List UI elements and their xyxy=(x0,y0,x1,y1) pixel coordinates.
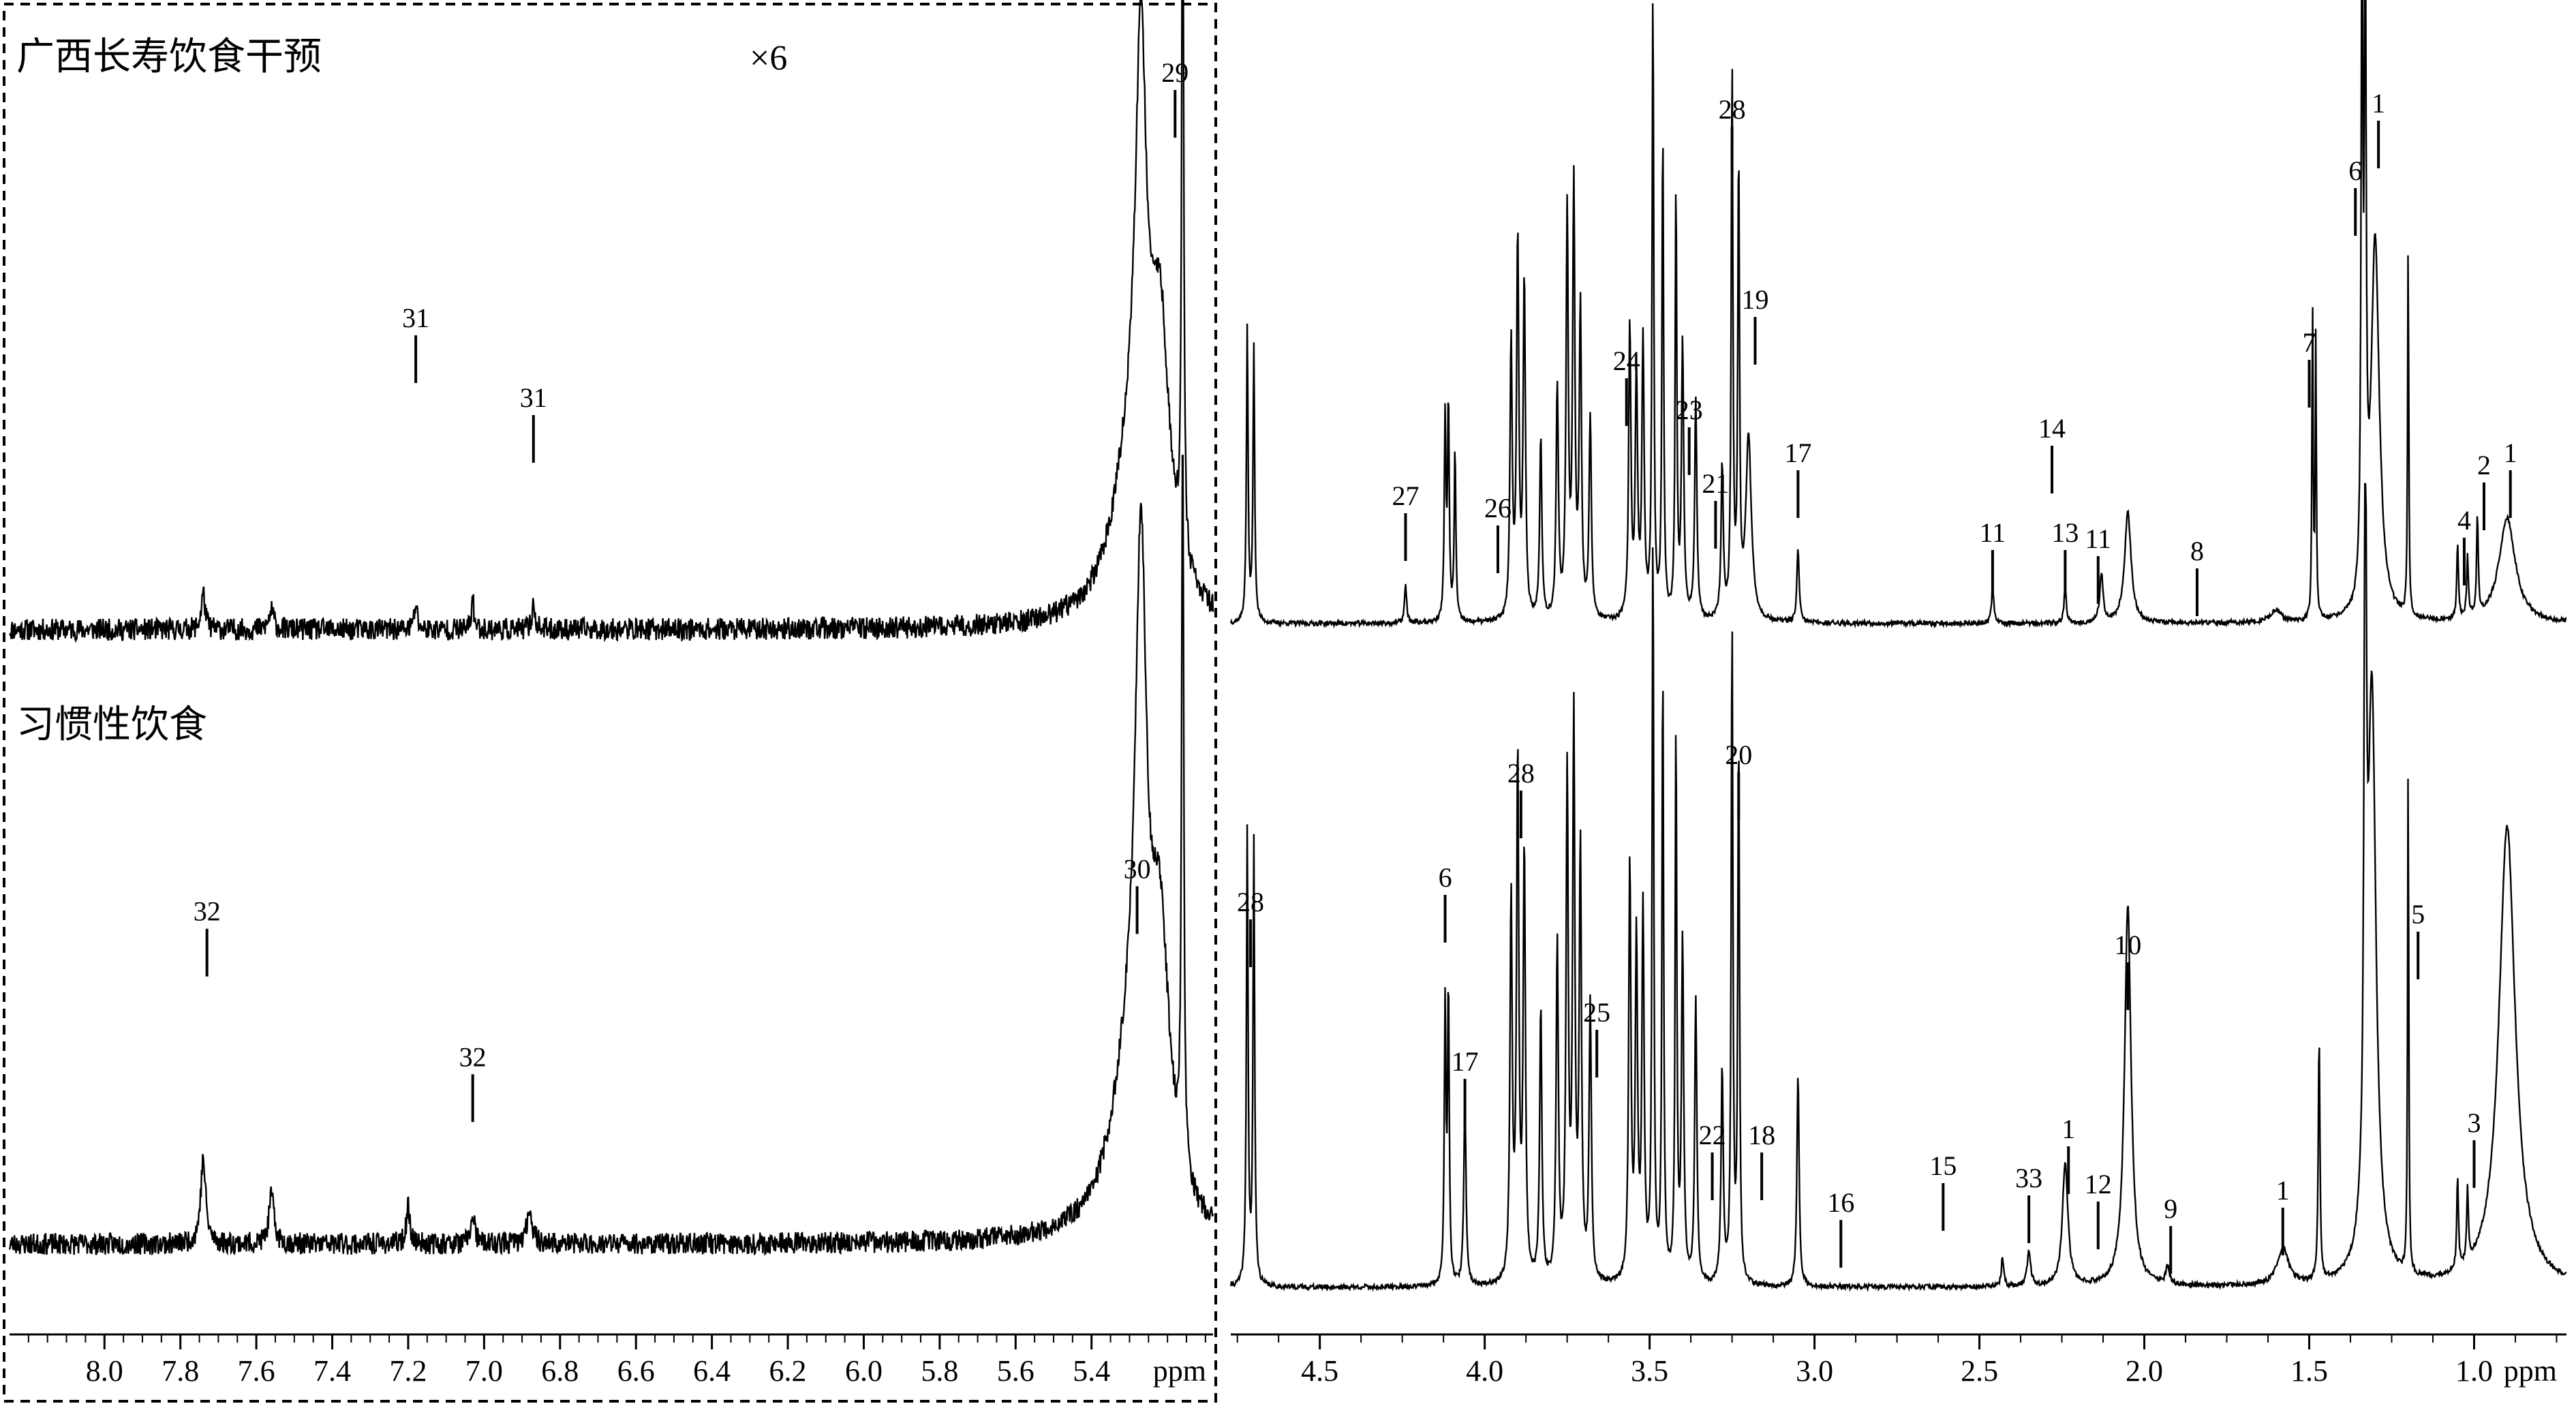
peak-label: 12 xyxy=(2085,1169,2112,1199)
peak-label: 27 xyxy=(1392,480,1419,511)
peak-label: 8 xyxy=(2190,536,2204,566)
peak-label: 23 xyxy=(1676,395,1703,425)
peak-label: 10 xyxy=(2114,930,2141,960)
peak-label: 32 xyxy=(194,896,221,927)
peak-label: 3 xyxy=(2467,1107,2481,1138)
x-tick-label: 5.8 xyxy=(921,1354,958,1388)
dashed-region-box xyxy=(3,3,1217,1403)
x-tick-label: 1.5 xyxy=(2290,1354,2328,1388)
peak-label: 29 xyxy=(1161,57,1189,88)
x-axis-unit-label: ppm xyxy=(1153,1354,1206,1388)
peak-label: 31 xyxy=(402,303,429,333)
spectrum-trace xyxy=(1229,483,2567,1292)
peak-label: 28 xyxy=(1237,887,1264,917)
peak-label: 16 xyxy=(1827,1187,1854,1218)
peak-label: 11 xyxy=(1980,517,2006,548)
x-tick-label: 7.4 xyxy=(313,1354,351,1388)
peak-label: 9 xyxy=(2164,1193,2177,1224)
spectrum-trace xyxy=(8,455,1214,1256)
peak-label: 1 xyxy=(2372,88,2385,119)
x-tick-label: 2.5 xyxy=(1961,1354,1998,1388)
x-tick-label: 5.6 xyxy=(997,1354,1034,1388)
x-tick-label: 5.4 xyxy=(1073,1354,1110,1388)
x-tick-label: 8.0 xyxy=(86,1354,123,1388)
spectrum-trace xyxy=(9,0,1214,643)
x-tick-label: 4.5 xyxy=(1301,1354,1338,1388)
x-tick-label: 6.8 xyxy=(541,1354,579,1388)
peak-label: 22 xyxy=(1699,1120,1726,1150)
spectrum-trace xyxy=(1229,0,2567,629)
x-tick-label: 7.0 xyxy=(465,1354,503,1388)
x-tick-label: 6.4 xyxy=(693,1354,731,1388)
peak-label: 1 xyxy=(2276,1175,2290,1206)
peak-label: 6 xyxy=(2348,155,2362,186)
x-tick-label: 4.0 xyxy=(1466,1354,1503,1388)
x-tick-label: 1.0 xyxy=(2455,1354,2493,1388)
peak-label: 25 xyxy=(1583,997,1610,1028)
peak-label: 28 xyxy=(1719,94,1746,125)
x-tick-label: 6.2 xyxy=(769,1354,807,1388)
peak-label: 4 xyxy=(2457,505,2471,536)
peak-label: 19 xyxy=(1741,284,1768,315)
left-spectrum-panel: 31 31 29 32 32 30 8.0 7.8 7.6 7.4 7.2 7.0 6.8 6.6 6.4 6… xyxy=(3,0,1217,1403)
x-axis-unit-label: ppm xyxy=(2504,1354,2557,1388)
peak-label: 33 xyxy=(2015,1163,2042,1193)
peak-label: 14 xyxy=(2038,413,2066,444)
peak-label: 20 xyxy=(1725,739,1752,770)
peak-label: 7 xyxy=(2303,327,2316,358)
peak-label: 1 xyxy=(2061,1114,2075,1144)
peak-label: 17 xyxy=(1784,438,1811,468)
peak-label: 5 xyxy=(2411,899,2425,930)
peak-label: 11 xyxy=(2085,523,2112,554)
peak-label: 15 xyxy=(1929,1150,1957,1181)
peak-label: 31 xyxy=(520,382,547,413)
x-tick-label: 7.2 xyxy=(389,1354,427,1388)
x-tick-label: 3.5 xyxy=(1631,1354,1668,1388)
scale-factor-label: ×6 xyxy=(750,39,787,78)
peak-label: 1 xyxy=(2504,438,2517,468)
x-tick-label: 2.0 xyxy=(2126,1354,2163,1388)
peak-label: 32 xyxy=(459,1041,487,1072)
peak-label: 24 xyxy=(1613,346,1640,376)
peak-label: 30 xyxy=(1124,853,1151,884)
peak-label: 28 xyxy=(1507,758,1535,789)
x-tick-label: 7.6 xyxy=(238,1354,275,1388)
peak-label: 18 xyxy=(1748,1120,1775,1150)
peak-label: 2 xyxy=(2477,450,2491,480)
peak-label: 6 xyxy=(1439,862,1452,893)
x-tick-label: 3.0 xyxy=(1796,1354,1833,1388)
x-tick-label: 7.8 xyxy=(162,1354,199,1388)
peak-label: 13 xyxy=(2051,517,2079,548)
x-tick-label: 6.0 xyxy=(845,1354,883,1388)
x-tick-label: 6.6 xyxy=(617,1354,655,1388)
peak-label: 17 xyxy=(1452,1046,1479,1077)
bottom-panel-label: 习惯性饮食 xyxy=(16,704,207,746)
peak-label: 21 xyxy=(1702,468,1729,499)
top-panel-label: 广西长寿饮食干预 xyxy=(16,36,322,78)
peak-label: 26 xyxy=(1484,493,1512,523)
